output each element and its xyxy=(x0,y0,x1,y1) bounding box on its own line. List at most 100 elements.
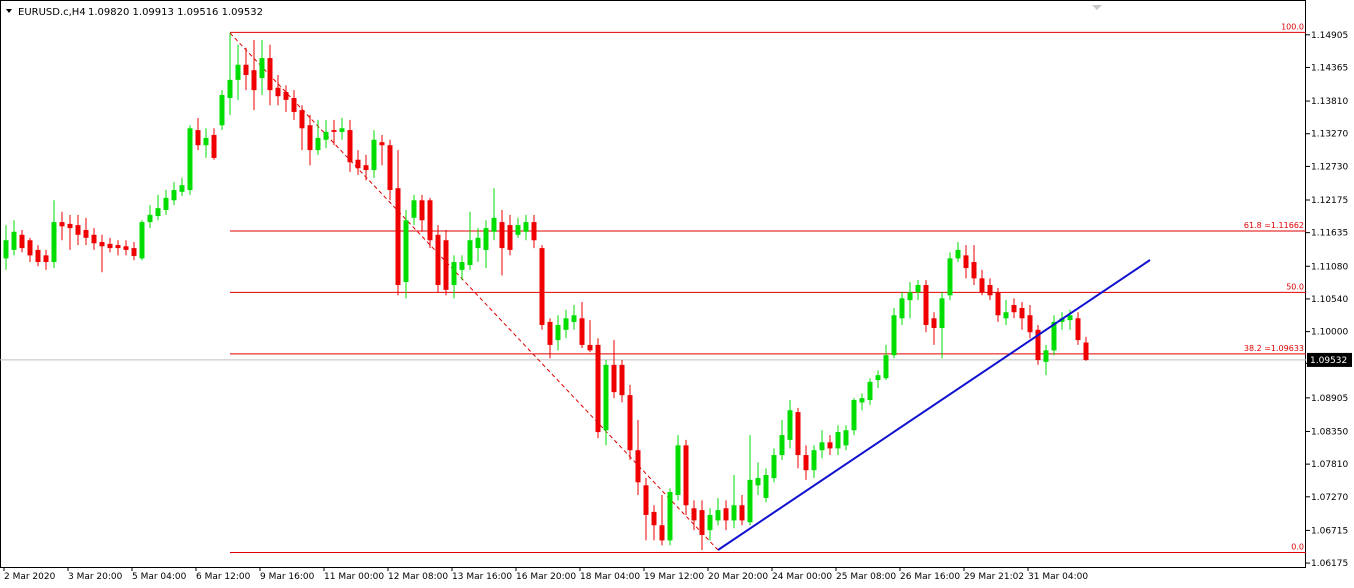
y-tick-label: 1.13810 xyxy=(1311,97,1348,107)
candle-body xyxy=(371,139,377,171)
candle-body xyxy=(611,364,617,393)
candle-body xyxy=(963,255,969,269)
candle-body xyxy=(99,242,105,247)
y-tick-label: 1.12175 xyxy=(1311,196,1348,206)
candle-body xyxy=(1075,318,1081,341)
candle-body xyxy=(427,200,433,241)
candle-body xyxy=(667,491,673,541)
candle-body xyxy=(107,243,113,249)
candle-body xyxy=(531,222,537,241)
y-tick-label: 1.11635 xyxy=(1311,229,1348,239)
shift-marker xyxy=(1092,5,1102,10)
candle-body xyxy=(955,249,961,259)
candle-body xyxy=(939,298,945,328)
y-tick-label: 1.13270 xyxy=(1311,130,1348,140)
candle-body xyxy=(627,395,633,451)
x-tick-label: 13 Mar 16:00 xyxy=(452,572,512,582)
candle-body xyxy=(907,292,913,301)
candle-body xyxy=(851,399,857,431)
trend-line[interactable] xyxy=(717,259,1151,551)
candle-body xyxy=(1011,304,1017,313)
candle-body xyxy=(299,110,305,129)
candle-body xyxy=(691,508,697,521)
candle-body xyxy=(227,79,233,99)
candle-body xyxy=(883,355,889,379)
candle-body xyxy=(91,234,97,244)
ohlc-readout: 1.09820 1.09913 1.09516 1.09532 xyxy=(88,7,263,18)
candle-body xyxy=(83,229,89,238)
candle-body xyxy=(283,91,289,100)
candle-body xyxy=(43,255,49,263)
candle-body xyxy=(147,214,153,223)
candle-body xyxy=(1003,312,1009,319)
candle-body xyxy=(243,64,249,76)
y-tick-label: 1.06175 xyxy=(1311,559,1348,569)
candle-body xyxy=(555,324,561,341)
candle-body xyxy=(219,95,225,126)
candle-body xyxy=(539,248,545,325)
candle-body xyxy=(763,475,769,499)
candle-body xyxy=(499,222,505,249)
candle-body xyxy=(859,398,865,403)
candle-body xyxy=(171,190,177,201)
candle-body xyxy=(491,217,497,232)
x-tick-label: 31 Mar 04:00 xyxy=(1028,572,1088,582)
candle-body xyxy=(451,262,457,286)
candle-body xyxy=(619,364,625,396)
candle-body xyxy=(155,208,161,217)
candle-body xyxy=(307,125,313,151)
candle-body xyxy=(867,381,873,400)
candle-body xyxy=(1083,342,1089,360)
candle-body xyxy=(803,455,809,471)
candle-body xyxy=(251,70,257,91)
candle-body xyxy=(315,137,321,151)
x-tick-label: 11 Mar 00:00 xyxy=(324,572,384,582)
price-label-box xyxy=(1307,352,1352,367)
candle-body xyxy=(19,234,25,249)
menu-triangle[interactable] xyxy=(6,9,12,13)
x-tick-label: 12 Mar 08:00 xyxy=(388,572,448,582)
candle-body xyxy=(547,321,553,345)
candle-body xyxy=(67,223,73,229)
candle-body xyxy=(211,134,217,158)
candle-body xyxy=(347,130,353,163)
x-tick-label: 19 Mar 12:00 xyxy=(644,572,704,582)
candle-body xyxy=(443,240,449,290)
y-tick-label: 1.07810 xyxy=(1311,460,1348,470)
candle-body xyxy=(707,514,713,531)
candle-body xyxy=(651,511,657,526)
candle-body xyxy=(379,142,385,146)
candles xyxy=(3,33,1089,551)
candle-body xyxy=(595,344,601,433)
fib-level-label: 38.2 =1.09633 xyxy=(1244,344,1304,353)
candle-body xyxy=(683,445,689,506)
candle-body xyxy=(571,315,577,322)
candle-body xyxy=(235,64,241,80)
x-tick-label: 5 Mar 04:00 xyxy=(132,572,187,582)
candle-body xyxy=(179,185,185,192)
x-tick-label: 2 Mar 2020 xyxy=(4,572,56,582)
candle-body xyxy=(259,58,265,79)
candle-body xyxy=(739,505,745,521)
y-tick-label: 1.06715 xyxy=(1311,526,1348,536)
candle-body xyxy=(635,450,641,483)
candle-body xyxy=(323,131,329,140)
x-tick-label: 25 Mar 08:00 xyxy=(836,572,896,582)
candle-body xyxy=(659,525,665,541)
x-tick-label: 24 Mar 00:00 xyxy=(772,572,832,582)
candle-body xyxy=(771,455,777,479)
candle-body xyxy=(507,225,513,250)
y-tick-label: 1.11080 xyxy=(1311,262,1348,272)
candle-body xyxy=(411,200,417,218)
candle-body xyxy=(643,485,649,515)
candle-body xyxy=(403,220,409,282)
candle-body xyxy=(123,246,129,250)
candle-body xyxy=(915,285,921,293)
candle-body xyxy=(131,248,137,256)
candle-body xyxy=(291,98,297,112)
candle-body xyxy=(363,165,369,171)
candle-body xyxy=(603,364,609,431)
candle-body xyxy=(139,222,145,259)
candle-body xyxy=(483,228,489,250)
candle-body xyxy=(3,240,9,259)
